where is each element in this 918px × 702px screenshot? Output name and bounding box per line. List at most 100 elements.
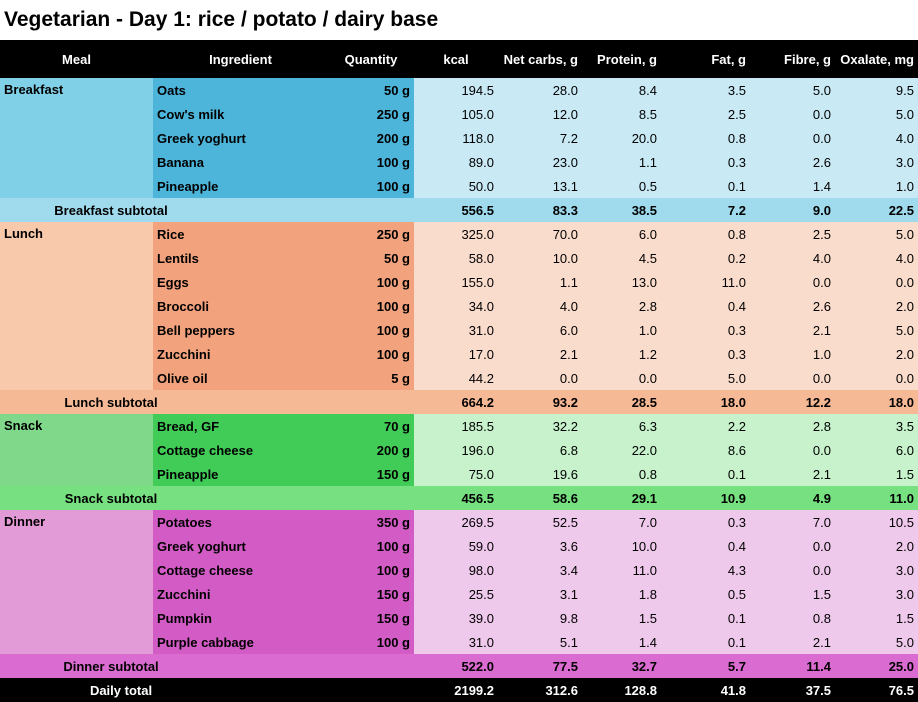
nutrient-value: 1.5	[835, 606, 918, 630]
total-value: 76.5	[835, 678, 918, 702]
subtotal-value: 11.4	[806, 658, 831, 674]
ingredient-row: Cottage cheese 200 g 196.0 6.8 22.0 8.6 0.0 6.0	[0, 438, 918, 462]
ingredient: Potatoes	[153, 510, 328, 534]
nutrient-value: 5.0	[835, 222, 918, 246]
nutrient-value: 2.1	[750, 462, 835, 486]
nutrient-value: 0.8	[582, 462, 661, 486]
quantity: 150 g	[328, 582, 414, 606]
quantity: 100 g	[328, 270, 414, 294]
nutrient-value: 155.0	[414, 270, 498, 294]
quantity: 150 g	[328, 462, 414, 486]
nutrient-value: 4.0	[835, 126, 918, 150]
nutrient-value: 10.5	[835, 510, 918, 534]
nutrient-value: 8.5	[582, 102, 661, 126]
quantity: 150 g	[328, 606, 414, 630]
subtotal-value: 7.2	[727, 202, 746, 218]
ingredient-row: Pineapple 100 g 50.0 13.1 0.5 0.1 1.4 1.0	[0, 174, 918, 198]
nutrient-value: 0.1	[661, 462, 750, 486]
nutrient-value: 0.0	[750, 558, 835, 582]
nutrient-value: 5.0	[661, 366, 750, 390]
ingredient-row: Cow's milk 250 g 105.0 12.0 8.5 2.5 0.0 5.0	[0, 102, 918, 126]
nutrient-value: 0.8	[661, 126, 750, 150]
nutrient-value: 1.5	[750, 582, 835, 606]
ingredient: Banana	[153, 150, 328, 174]
nutrient-value: 25.5	[414, 582, 498, 606]
nutrient-value: 0.0	[750, 126, 835, 150]
nutrient-value: 118.0	[414, 126, 498, 150]
nutrient-value: 0.5	[661, 582, 750, 606]
nutrient-value: 0.1	[661, 174, 750, 198]
quantity: 100 g	[328, 174, 414, 198]
nutrient-value: 6.0	[582, 222, 661, 246]
subtotal-value: 83.3	[552, 202, 578, 218]
ingredient-row: Broccoli 100 g 34.0 4.0 2.8 0.4 2.6 2.0	[0, 294, 918, 318]
nutrient-value: 11.0	[661, 270, 750, 294]
ingredient: Lentils	[153, 246, 328, 270]
nutrient-value: 1.8	[582, 582, 661, 606]
quantity: 350 g	[328, 510, 414, 534]
nutrient-value: 1.5	[582, 606, 661, 630]
column-header: Fibre, g	[750, 40, 835, 78]
nutrient-value: 3.1	[498, 582, 582, 606]
nutrient-value: 2.2	[661, 414, 750, 438]
nutrient-value: 10.0	[582, 534, 661, 558]
nutrient-value: 4.0	[750, 246, 835, 270]
nutrient-value: 1.4	[750, 174, 835, 198]
ingredient: Greek yoghurt	[153, 534, 328, 558]
subtotal-value: 522.0	[461, 658, 494, 674]
nutrient-value: 3.5	[835, 414, 918, 438]
ingredient-row: Purple cabbage 100 g 31.0 5.1 1.4 0.1 2.1 5.0	[0, 630, 918, 654]
nutrient-value: 0.3	[661, 510, 750, 534]
nutrition-table: Meal Ingredient Quantity kcal Net carbs, g Pr…	[0, 40, 918, 702]
spacer	[328, 654, 414, 678]
nutrient-value: 52.5	[498, 510, 582, 534]
nutrient-value: 4.0	[835, 246, 918, 270]
ingredient: Greek yoghurt	[153, 126, 328, 150]
nutrient-value: 6.3	[582, 414, 661, 438]
subtotal-label: Snack subtotal	[64, 490, 158, 506]
ingredient: Zucchini	[153, 582, 328, 606]
subtotal-value: 456.5	[461, 490, 494, 506]
ingredient: Pineapple	[153, 174, 328, 198]
nutrient-value: 1.0	[582, 318, 661, 342]
nutrient-value: 2.8	[582, 294, 661, 318]
ingredient-row: Lentils 50 g 58.0 10.0 4.5 0.2 4.0 4.0	[0, 246, 918, 270]
spacer	[328, 198, 414, 222]
spacer	[328, 390, 414, 414]
ingredient-row: Banana 100 g 89.0 23.0 1.1 0.3 2.6 3.0	[0, 150, 918, 174]
ingredient: Bell peppers	[153, 318, 328, 342]
subtotal-row: Snack subtotal 456.5 58.6 29.1 10.9 4.9 11.0	[0, 486, 918, 510]
ingredient: Cow's milk	[153, 102, 328, 126]
quantity: 5 g	[328, 366, 414, 390]
nutrient-value: 12.0	[498, 102, 582, 126]
ingredient-row: Zucchini 100 g 17.0 2.1 1.2 0.3 1.0 2.0	[0, 342, 918, 366]
ingredient-row: Pumpkin 150 g 39.0 9.8 1.5 0.1 0.8 1.5	[0, 606, 918, 630]
subtotal-value: 12.2	[805, 394, 831, 410]
nutrient-value: 2.0	[835, 342, 918, 366]
nutrient-value: 1.5	[835, 462, 918, 486]
total-value: 37.5	[750, 678, 835, 702]
nutrient-value: 2.0	[835, 294, 918, 318]
total-value: 41.8	[661, 678, 750, 702]
ingredient: Zucchini	[153, 342, 328, 366]
nutrient-value: 32.2	[498, 414, 582, 438]
nutrient-value: 0.8	[661, 222, 750, 246]
nutrient-value: 194.5	[414, 78, 498, 102]
nutrient-value: 0.0	[750, 534, 835, 558]
nutrient-value: 0.1	[661, 630, 750, 654]
nutrient-value: 20.0	[582, 126, 661, 150]
nutrient-value: 59.0	[414, 534, 498, 558]
column-header: Quantity	[328, 40, 414, 78]
nutrient-value: 9.5	[835, 78, 918, 102]
quantity: 250 g	[328, 222, 414, 246]
ingredient: Pineapple	[153, 462, 328, 486]
nutrient-value: 44.2	[414, 366, 498, 390]
nutrient-value: 3.5	[661, 78, 750, 102]
subtotal-value: 25.0	[888, 658, 914, 674]
quantity: 70 g	[328, 414, 414, 438]
nutrient-value: 2.0	[835, 534, 918, 558]
nutrient-value: 2.1	[750, 318, 835, 342]
subtotal-value: 9.0	[812, 202, 831, 218]
subtotal-value: 29.1	[631, 490, 657, 506]
